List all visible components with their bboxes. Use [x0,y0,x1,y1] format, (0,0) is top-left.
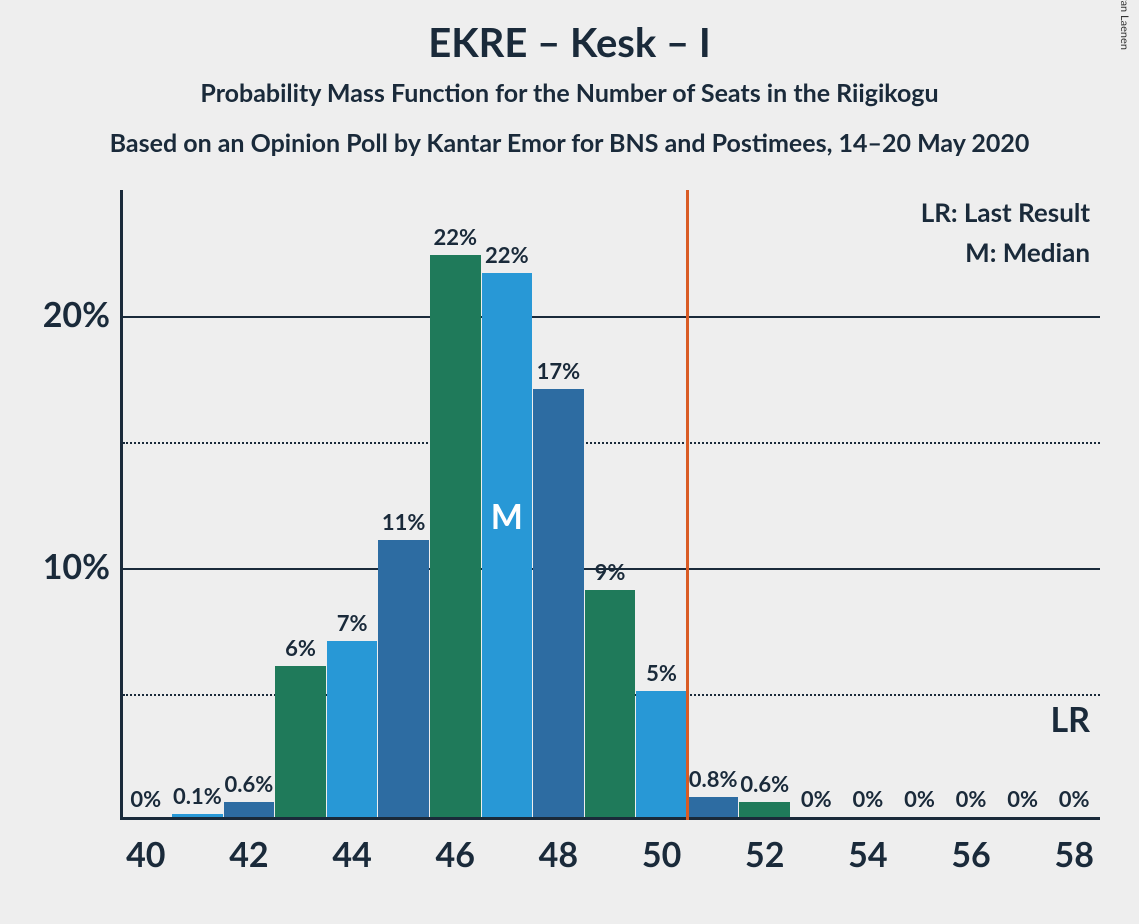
bar [327,641,378,817]
x-tick-label: 52 [725,834,805,875]
bar [275,666,326,817]
bar [378,540,429,817]
bar-value-label: 7% [319,609,386,636]
lr-line [686,190,689,820]
x-tick-label: 40 [106,834,186,875]
title-sub1: Probability Mass Function for the Number… [0,78,1139,108]
title-sub2: Based on an Opinion Poll by Kantar Emor … [0,128,1139,158]
gridline [123,442,1100,444]
legend-lr: LR: Last Result [921,196,1090,228]
chart-container: EKRE – Kesk – I Probability Mass Functio… [0,0,1139,924]
bar-value-label: 9% [577,558,644,585]
x-tick-label: 58 [1034,834,1114,875]
gridline [123,316,1100,318]
x-axis-line [120,817,1100,820]
bar-value-label: 22% [474,241,541,268]
bar-value-label: 5% [628,659,695,686]
bar [482,273,533,817]
x-tick-label: 42 [209,834,289,875]
legend-m: M: Median [965,236,1090,268]
bar-value-label: 0% [1041,785,1108,812]
bar [688,797,739,817]
bar [636,691,687,817]
x-tick-label: 50 [622,834,702,875]
lr-short-label: LR [1050,699,1090,740]
y-tick-label: 20% [20,294,110,335]
copyright-text: © 2020 Filip van Laenen [1118,0,1131,50]
y-axis-line [120,190,123,820]
x-tick-label: 44 [312,834,392,875]
bar-value-label: 6% [267,634,334,661]
plot-area: 10%20%404244464850525456580%0.1%0.6%6%7%… [120,190,1100,820]
title-main: EKRE – Kesk – I [0,18,1139,66]
bar-value-label: 11% [370,508,437,535]
bar [585,590,636,817]
bar-value-label: 17% [525,357,592,384]
bar [224,802,275,817]
x-tick-label: 54 [828,834,908,875]
bar [533,389,584,817]
x-tick-label: 48 [518,834,598,875]
median-marker: M [482,496,533,537]
bar [172,814,223,817]
bar [430,255,481,817]
x-tick-label: 56 [931,834,1011,875]
x-tick-label: 46 [415,834,495,875]
y-tick-label: 10% [20,546,110,587]
bar-value-label: 0.6% [216,770,283,797]
